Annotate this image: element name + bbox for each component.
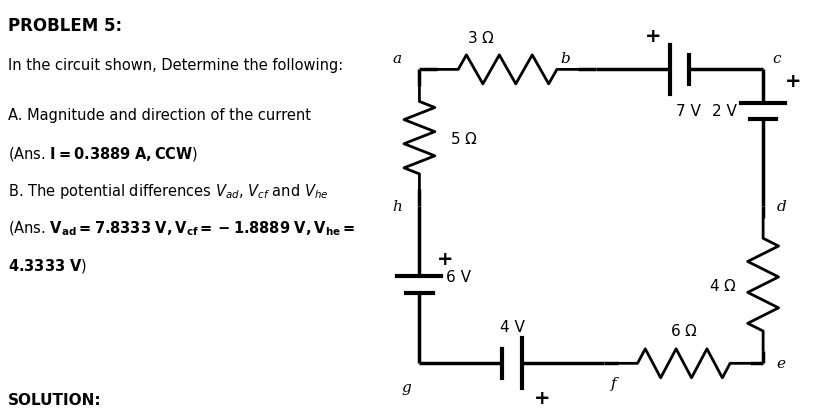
Text: +: + (534, 388, 551, 407)
Text: +: + (645, 26, 661, 45)
Text: e: e (776, 356, 785, 370)
Text: B. The potential differences $V_{ad}$, $V_{cf}$ and $V_{he}$: B. The potential differences $V_{ad}$, $… (8, 182, 328, 201)
Text: SOLUTION:: SOLUTION: (8, 392, 101, 407)
Text: 4 V: 4 V (499, 320, 525, 335)
Text: b: b (560, 52, 570, 66)
Text: c: c (772, 52, 780, 66)
Text: (Ans. $\mathbf{I = 0.3889\ A, CCW}$): (Ans. $\mathbf{I = 0.3889\ A, CCW}$) (8, 145, 198, 162)
Text: PROBLEM 5:: PROBLEM 5: (8, 17, 122, 34)
Text: 6 $\Omega$: 6 $\Omega$ (670, 323, 698, 339)
Text: (Ans. $\mathbf{V_{ad} = 7.8333\ V, V_{cf} = -1.8889\ V, V_{he} =}$: (Ans. $\mathbf{V_{ad} = 7.8333\ V, V_{cf… (8, 219, 355, 237)
Text: 4 $\Omega$: 4 $\Omega$ (709, 277, 737, 293)
Text: 6 V: 6 V (446, 269, 471, 284)
Text: $\mathbf{4.3333\ V}$): $\mathbf{4.3333\ V}$) (8, 256, 86, 274)
Text: +: + (785, 72, 801, 91)
Text: 3 $\Omega$: 3 $\Omega$ (468, 29, 495, 45)
Text: d: d (776, 199, 786, 214)
Text: h: h (392, 199, 401, 214)
Text: 5 $\Omega$: 5 $\Omega$ (450, 131, 478, 146)
Text: 2 V: 2 V (712, 104, 737, 119)
Text: g: g (401, 380, 411, 394)
Text: a: a (392, 52, 401, 66)
Text: 7 V: 7 V (676, 103, 701, 118)
Text: +: + (437, 249, 454, 268)
Text: A. Magnitude and direction of the current: A. Magnitude and direction of the curren… (8, 107, 311, 122)
Text: In the circuit shown, Determine the following:: In the circuit shown, Determine the foll… (8, 58, 343, 73)
Text: f: f (610, 376, 616, 390)
